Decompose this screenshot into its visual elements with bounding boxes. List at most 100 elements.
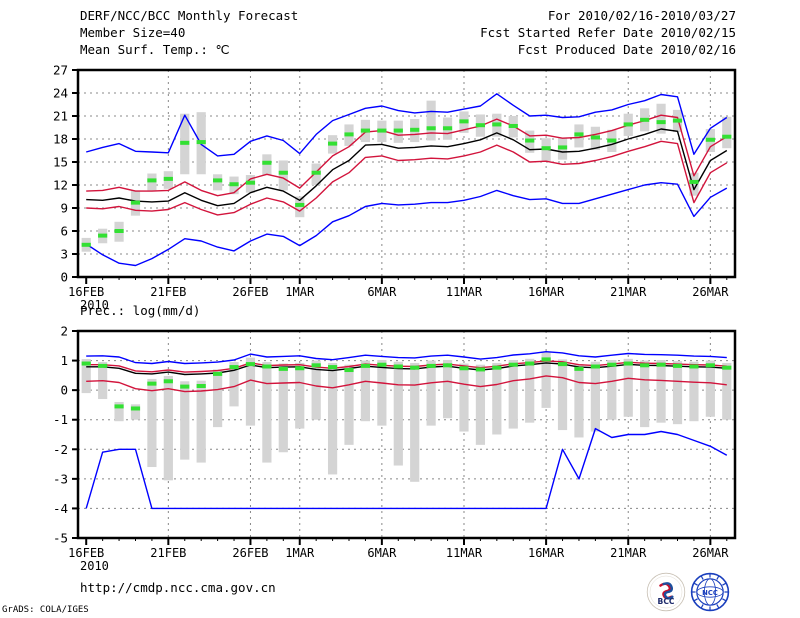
- spread-bar: [196, 380, 206, 463]
- spread-bar: [623, 358, 633, 417]
- y-tick-label: 15: [53, 155, 68, 170]
- x-tick-label: 1MAR: [285, 285, 315, 299]
- x-tick-label: 21FEB: [150, 546, 186, 560]
- spread-bar: [278, 160, 288, 191]
- lower-quartile-line: [86, 140, 728, 216]
- plot-background: [78, 70, 735, 277]
- spread-bar: [245, 357, 256, 426]
- y-tick-label: -4: [53, 501, 68, 516]
- spread-bar: [262, 362, 272, 463]
- spread-bar: [672, 361, 683, 425]
- spread-bar: [410, 362, 420, 482]
- spread-bar: [525, 358, 535, 423]
- spread-bar: [163, 375, 173, 481]
- y-tick-label: 24: [53, 86, 68, 101]
- y-tick-label: -1: [53, 412, 68, 427]
- x-tick-label: 16FEB: [68, 285, 104, 299]
- spread-bar: [557, 359, 568, 431]
- spread-bar: [459, 363, 469, 432]
- y-tick-label: 2: [60, 324, 68, 339]
- x-tick-label: 16MAR: [528, 546, 565, 560]
- spread-bar: [492, 362, 502, 435]
- min-line: [85, 427, 728, 510]
- spread-bar: [689, 361, 699, 422]
- y-tick-label: 3: [60, 247, 68, 262]
- spread-bar: [656, 359, 666, 423]
- ncc-logo-icon: NCC: [690, 572, 730, 612]
- spread-bar: [327, 362, 338, 475]
- bcc-logo-icon: BCC: [646, 572, 686, 612]
- ensemble-mean-line: [86, 128, 728, 207]
- upper-quartile-line: [86, 114, 728, 197]
- x-tick-label: 26MAR: [692, 546, 729, 560]
- member-size-label: Member Size=40: [80, 25, 186, 40]
- x-tick-label: 6MAR: [367, 285, 397, 299]
- spread-bar: [180, 381, 190, 460]
- spread-bar: [295, 362, 305, 429]
- spread-bar: [426, 360, 436, 426]
- y-tick-label: 21: [53, 109, 68, 124]
- y-axis: -5 -4 -3 -2 -1 0 1 2: [53, 324, 78, 546]
- y-tick-label: 0: [60, 383, 68, 398]
- spread-bar: [640, 360, 650, 428]
- plot-frame: [76, 68, 737, 279]
- spread-bar: [541, 352, 551, 408]
- chart-panel-precipitation: -5 -4 -3 -2 -1 0 1 2 16FEB 21FEB 26FEB 1MAR 6MAR 11MA…: [53, 324, 737, 573]
- spread-bar: [278, 363, 288, 453]
- y-tick-label: 27: [53, 63, 68, 78]
- spread-bar: [656, 103, 666, 134]
- spread-bar: [229, 362, 239, 407]
- spread-bar: [689, 172, 699, 196]
- spread-bar: [590, 361, 600, 432]
- observation-dashes: [81, 357, 732, 411]
- lower-quartile-line: [86, 375, 727, 393]
- x-tick-label: 16FEB: [68, 546, 104, 560]
- x-axis: 16FEB 21FEB 26FEB 1MAR 6MAR 11MAR 16MAR 21MAR 26…: [68, 277, 729, 312]
- spread-bar: [722, 362, 732, 420]
- spread-bar: [311, 360, 321, 420]
- y-tick-label: -3: [53, 471, 68, 486]
- precipitation-unit-label: Prec.: log(mm/d): [80, 303, 200, 318]
- y-tick-label: 6: [60, 224, 68, 239]
- spread-bar: [213, 369, 223, 428]
- y-tick-label: -2: [53, 442, 68, 457]
- y-tick-label: 18: [53, 132, 68, 147]
- x-tick-label: 11MAR: [446, 546, 483, 560]
- spread-bar: [607, 359, 617, 420]
- y-axis: 0 3 6 9 12 15 18 21 24 27: [53, 63, 78, 285]
- spread-bar: [377, 359, 387, 426]
- grads-credit: GrADS: COLA/IGES: [2, 605, 89, 615]
- website-url[interactable]: http://cmdp.ncc.cma.gov.cn: [80, 580, 276, 595]
- spread-bar: [705, 360, 715, 417]
- spread-bar: [147, 378, 157, 468]
- y-tick-label: 9: [60, 201, 68, 216]
- spread-bar: [360, 360, 371, 422]
- x-tick-label: 26MAR: [692, 285, 729, 299]
- spread-bar: [81, 359, 91, 394]
- x-axis-year-label: 2010: [80, 298, 109, 312]
- y-tick-label: 12: [53, 178, 68, 193]
- ensemble-mean-line: [86, 362, 727, 376]
- spread-bar: [442, 359, 453, 419]
- spread-bar: [574, 364, 584, 438]
- min-line: [85, 181, 728, 267]
- max-line: [86, 93, 728, 157]
- plot-frame: [76, 329, 737, 540]
- x-tick-label: 21MAR: [610, 546, 647, 560]
- x-axis-year-label: 2010: [80, 559, 109, 573]
- forecast-period-label: For 2010/02/16-2010/03/27: [547, 8, 736, 23]
- x-tick-label: 16MAR: [528, 285, 565, 299]
- spread-bar: [475, 364, 486, 445]
- y-tick-label: 0: [60, 270, 68, 285]
- spread-bar: [722, 116, 732, 149]
- observation-dashes: [81, 117, 732, 247]
- upper-quartile-line: [86, 360, 727, 373]
- spread-bar: [344, 364, 354, 445]
- x-tick-label: 1MAR: [285, 546, 315, 560]
- y-tick-label: -5: [53, 531, 68, 546]
- temperature-unit-label: Mean Surf. Temp.: ℃: [80, 42, 230, 57]
- max-line: [86, 351, 727, 365]
- forecast-start-date-label: Fcst Started Refer Date 2010/02/15: [480, 25, 736, 40]
